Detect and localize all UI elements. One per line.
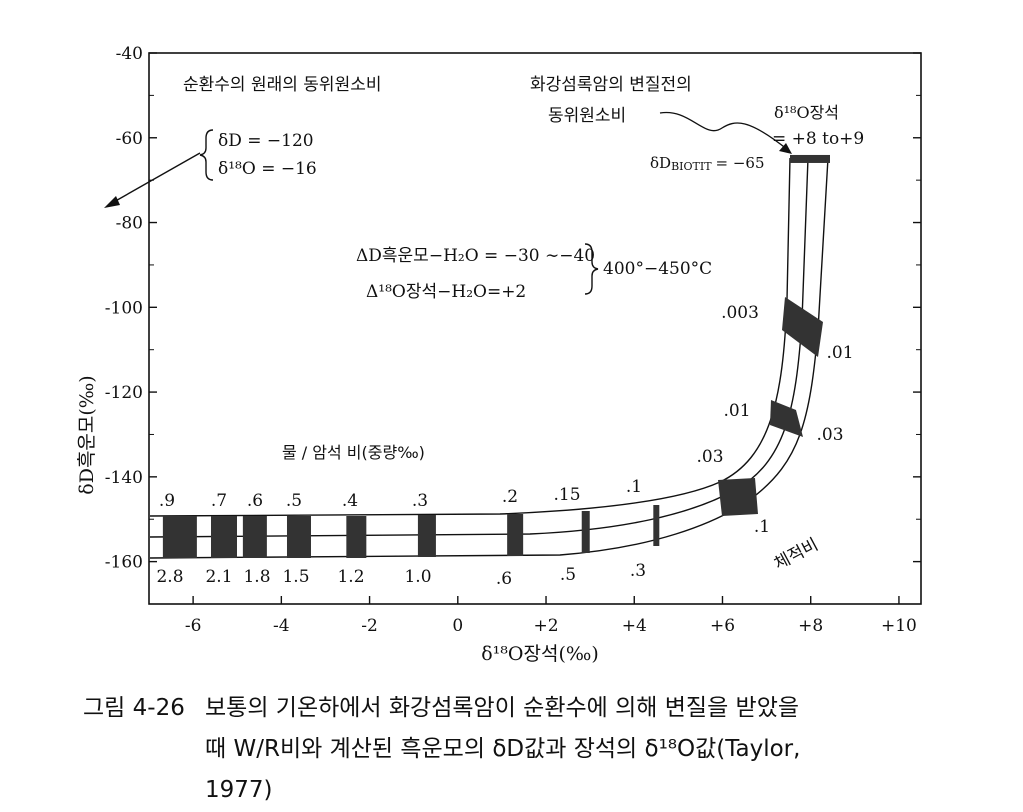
initial-rock-cap bbox=[790, 154, 830, 163]
x-tick-label: +8 bbox=[798, 616, 823, 636]
plot-frame bbox=[148, 52, 922, 605]
fractionation-line-2: Δ¹⁸O장석−H₂O=+2 bbox=[366, 282, 526, 302]
initial-water-d18O: δ¹⁸O = −16 bbox=[218, 159, 317, 179]
volume-ratio-label: .5 bbox=[560, 565, 576, 585]
ratio-block bbox=[581, 511, 590, 553]
weight-ratio-label: .1 bbox=[626, 477, 642, 497]
volume-ratio-label: 2.8 bbox=[156, 567, 183, 587]
x-tick-label: -2 bbox=[361, 616, 378, 636]
ratio-block bbox=[210, 516, 237, 558]
axis-ticks bbox=[149, 52, 921, 604]
volume-ratio-label: .1 bbox=[754, 517, 770, 537]
volume-ratio-label: 2.1 bbox=[205, 567, 232, 587]
y-tick-label: -140 bbox=[105, 468, 143, 488]
initial-rock-d18O-value: = +8 to+9 bbox=[772, 129, 864, 149]
y-axis-label: δD흑운모(‰) bbox=[76, 375, 98, 494]
x-tick-label: -4 bbox=[273, 616, 290, 636]
volume-ratio-label: 1.0 bbox=[404, 567, 431, 587]
initial-water-dD: δD = −120 bbox=[218, 131, 314, 151]
x-tick-label: +2 bbox=[533, 616, 558, 636]
ratio-block bbox=[162, 516, 197, 558]
x-axis-label: δ¹⁸O장석(‰) bbox=[481, 643, 599, 665]
ratio-block bbox=[770, 400, 803, 437]
ratio-labels: .9 .7 .6 .5 .4 .3 .2 .15 .1 .03 .01 .003 2.8 2.1 1.8 1.… bbox=[156, 303, 853, 589]
x-tick-label: -6 bbox=[185, 616, 202, 636]
weight-ratio-label: .7 bbox=[211, 491, 227, 511]
initial-rock-dD: δDBIOTIT = −65 bbox=[650, 154, 765, 173]
weight-ratio-label: .9 bbox=[159, 491, 175, 511]
volume-ratio-label: .6 bbox=[496, 569, 512, 589]
initial-rock-label-2: 동위원소비 bbox=[548, 106, 626, 126]
volume-ratio-label: 1.8 bbox=[243, 567, 270, 587]
initial-rock-pointer bbox=[659, 111, 789, 151]
weight-ratio-label: .6 bbox=[247, 491, 263, 511]
volume-ratio-label: 1.2 bbox=[337, 567, 364, 587]
ratio-block bbox=[242, 516, 267, 558]
initial-rock-label-1: 화강섬록암의 변질전의 bbox=[530, 75, 692, 95]
ratio-block bbox=[507, 514, 524, 556]
initial-water-brace bbox=[199, 129, 214, 181]
band-curve bbox=[149, 157, 791, 517]
y-tick-label: -40 bbox=[116, 44, 143, 64]
x-tick-label: +4 bbox=[622, 616, 647, 636]
y-tick-label: -120 bbox=[105, 383, 143, 403]
ratio-block bbox=[782, 297, 823, 357]
weight-ratio-label: .15 bbox=[553, 485, 580, 505]
weight-ratio-label: .5 bbox=[286, 491, 302, 511]
y-tick-label: -100 bbox=[105, 298, 143, 318]
ratio-block bbox=[346, 516, 367, 558]
arrow-head bbox=[779, 143, 792, 154]
ratio-block bbox=[286, 516, 311, 558]
figure-caption: 그림 4-26 보통의 기온하에서 화강섬록암이 순환수에 의해 변질을 받았을 … bbox=[83, 688, 983, 811]
initial-water-label: 순환수의 원래의 동위원소비 bbox=[183, 75, 382, 95]
x-tick-label: +10 bbox=[881, 616, 917, 636]
initial-rock-d18O-label: δ¹⁸O장석 bbox=[774, 103, 839, 122]
volume-ratio-label: .03 bbox=[816, 425, 843, 445]
tick-labels: -6 -4 -2 0 +2 +4 +6 +8 +10 -40 -60 -80 -100 -120 -140 -… bbox=[105, 44, 917, 636]
fractionation-brace bbox=[584, 243, 599, 295]
caption-label: 그림 4-26 bbox=[83, 695, 185, 721]
volume-ratio-label: .01 bbox=[826, 343, 853, 363]
caption-line-3: 1977) bbox=[205, 777, 273, 803]
ratio-block bbox=[417, 515, 436, 557]
caption-line-1: 보통의 기온하에서 화강섬록암이 순환수에 의해 변질을 받았을 bbox=[205, 695, 800, 721]
weight-ratio-label: .2 bbox=[502, 487, 518, 507]
y-tick-label: -60 bbox=[116, 129, 143, 149]
band-curve bbox=[149, 157, 809, 538]
y-tick-label: -160 bbox=[105, 553, 143, 573]
volume-ratio-label: 체적비 bbox=[771, 535, 822, 575]
weight-ratio-label: .3 bbox=[412, 491, 428, 511]
ratio-block bbox=[653, 505, 660, 546]
initial-water-arrow bbox=[111, 152, 201, 204]
fractionation-line-1: ΔD흑운모−H₂O = −30 ∼−40 bbox=[356, 246, 595, 266]
x-tick-label: 0 bbox=[452, 616, 463, 636]
weight-ratio-label: .4 bbox=[342, 491, 358, 511]
weight-ratio-label: .003 bbox=[721, 303, 759, 323]
weight-ratio-label: .01 bbox=[723, 401, 750, 421]
y-tick-label: -80 bbox=[116, 214, 143, 234]
arrow-head bbox=[104, 196, 120, 208]
ratio-blocks bbox=[162, 297, 823, 558]
caption-line-2: 때 W/R비와 계산된 흑운모의 δD값과 장석의 δ¹⁸O값(Taylor, bbox=[205, 736, 801, 762]
ratio-block bbox=[718, 478, 758, 516]
weight-ratio-label: 물 / 암석 비(중량‰) bbox=[282, 443, 425, 462]
volume-ratio-label: 1.5 bbox=[282, 567, 309, 587]
temperature-label: 400°−450°C bbox=[603, 259, 712, 279]
weight-ratio-label: .03 bbox=[696, 447, 723, 467]
volume-ratio-label: .3 bbox=[630, 561, 646, 581]
x-tick-label: +6 bbox=[710, 616, 735, 636]
